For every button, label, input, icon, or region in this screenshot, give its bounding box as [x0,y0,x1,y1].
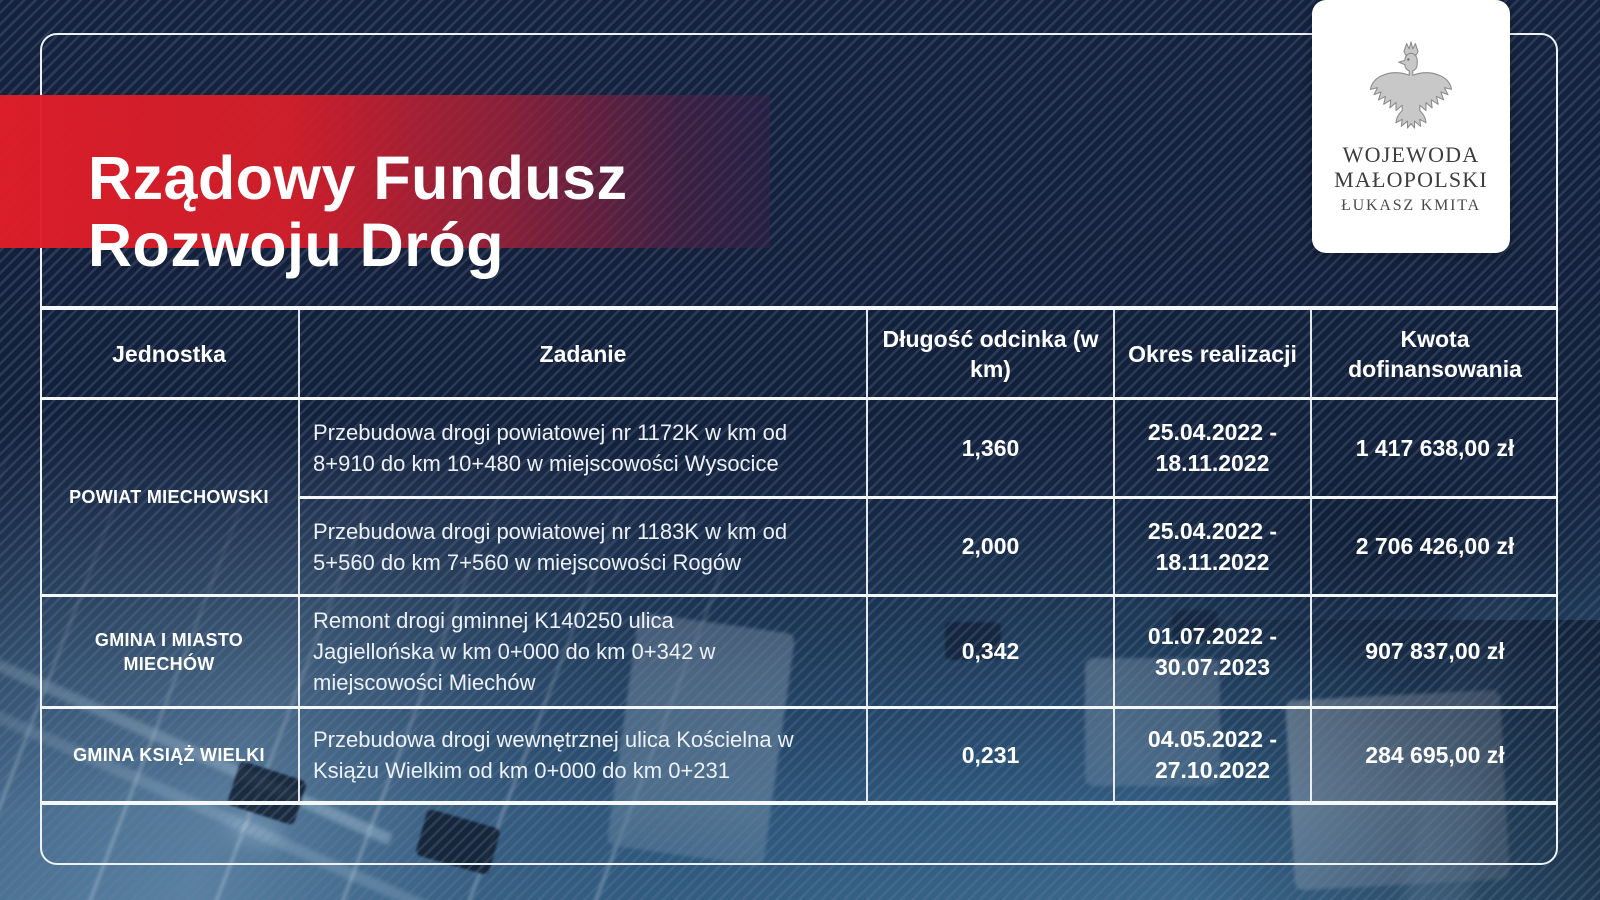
task-cell: Przebudowa drogi powiatowej nr 1172K w k… [300,400,868,499]
length-cell: 2,000 [868,499,1115,597]
logo-org-name-line2: MAŁOPOLSKI [1334,167,1488,192]
task-text: Remont drogi gminnej K140250 ulica Jagie… [313,608,716,695]
period-cell: 25.04.2022 - 18.11.2022 [1115,499,1312,597]
col-header-unit: Jednostka [40,310,300,400]
period-cell: 25.04.2022 - 18.11.2022 [1115,400,1312,499]
logo-org-name-line1: WOJEWODA [1342,142,1480,167]
period-cell: 01.07.2022 - 30.07.2023 [1115,597,1312,709]
task-cell: Remont drogi gminnej K140250 ulica Jagie… [300,597,868,709]
polish-eagle-icon [1369,41,1453,129]
amount-cell: 284 695,00 zł [1312,709,1558,805]
unit-cell: POWIAT MIECHOWSKI [40,400,300,597]
page-title-line2: Rozwoju Dróg [88,211,504,280]
page-title-line1: Rządowy Fundusz [88,144,628,213]
funding-table: Jednostka Zadanie Długość odcinka (w km)… [40,306,1558,805]
highway-photo [0,410,1600,900]
task-text: Przebudowa drogi powiatowej nr 1172K w k… [313,420,788,476]
task-text: Przebudowa drogi wewnętrznej ulica Kości… [313,727,794,783]
col-header-period: Okres realizacji [1115,310,1312,400]
logo-person-name: ŁUKASZ KMITA [1341,197,1481,214]
col-header-amount: Kwota dofinansowania [1312,310,1558,400]
amount-cell: 907 837,00 zł [1312,597,1558,709]
col-header-task: Zadanie [300,310,868,400]
length-cell: 1,360 [868,400,1115,499]
task-text: Przebudowa drogi powiatowej nr 1183K w k… [313,518,788,575]
amount-cell: 2 706 426,00 zł [1312,499,1558,597]
length-cell: 0,231 [868,709,1115,805]
voivode-logo-card: WOJEWODA MAŁOPOLSKI ŁUKASZ KMITA [1312,0,1510,253]
task-cell: Przebudowa drogi powiatowej nr 1183K w k… [300,499,868,597]
unit-cell: GMINA KSIĄŻ WIELKI [40,709,300,805]
length-cell: 0,342 [868,597,1115,709]
unit-cell: GMINA I MIASTO MIECHÓW [40,597,300,709]
title-banner: Rządowy Fundusz Rozwoju Dróg [0,95,770,279]
highway-dark-corner [960,620,1600,900]
page-title: Rządowy Fundusz Rozwoju Dróg [88,145,628,279]
amount-cell: 1 417 638,00 zł [1312,400,1558,499]
period-cell: 04.05.2022 - 27.10.2022 [1115,709,1312,805]
task-cell: Przebudowa drogi wewnętrznej ulica Kości… [300,709,868,805]
slide-border-frame [40,33,1558,865]
col-header-length: Długość odcinka (w km) [868,310,1115,400]
